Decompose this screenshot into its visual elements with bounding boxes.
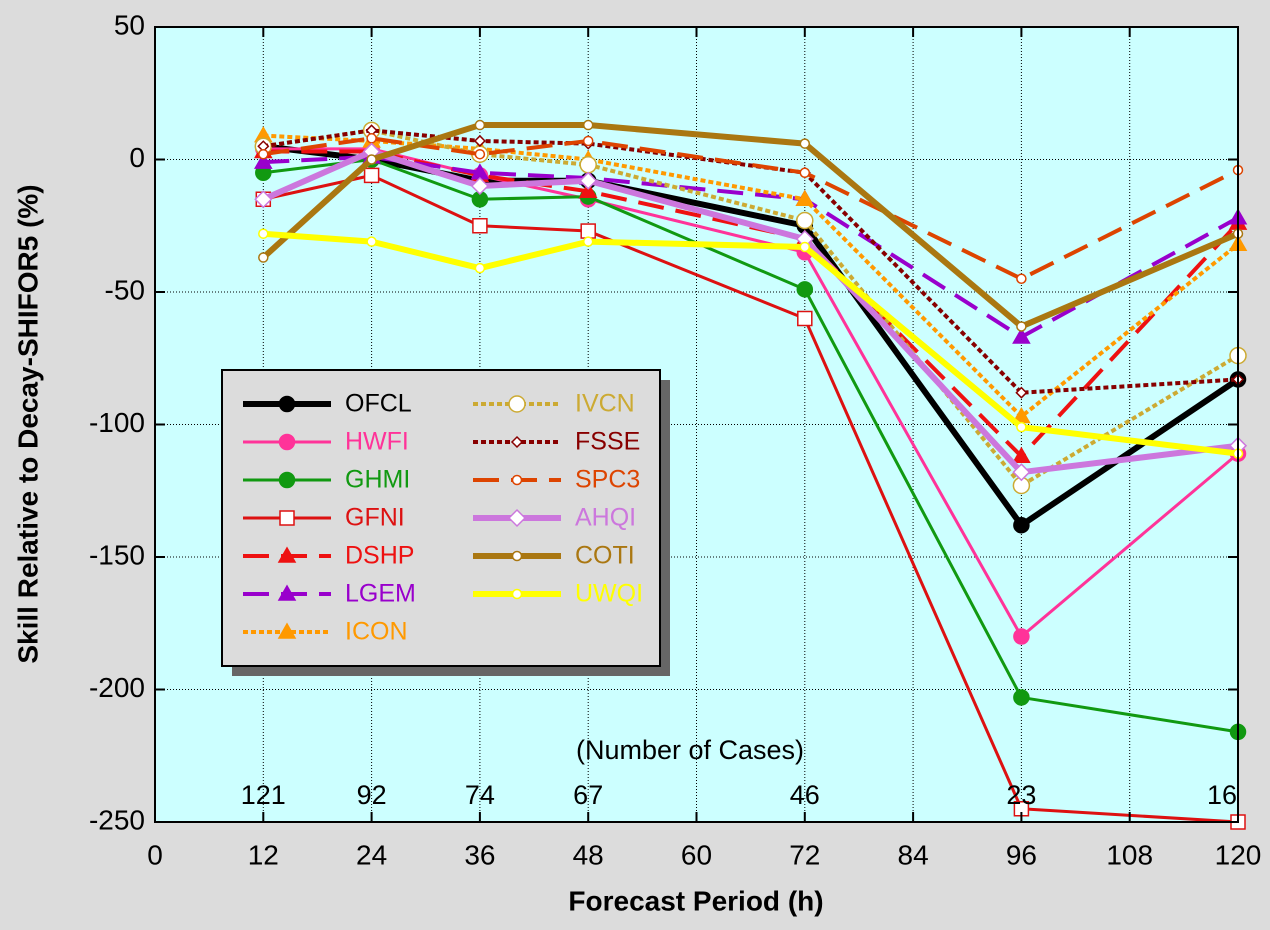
legend-marker <box>277 584 297 601</box>
data-point <box>470 176 489 196</box>
legend-marker <box>511 550 523 562</box>
data-point <box>1012 327 1031 344</box>
data-point <box>799 138 811 149</box>
data-point <box>1013 516 1030 534</box>
legend-marker <box>511 588 523 600</box>
data-point <box>1013 689 1030 706</box>
y-tick-label: -200 <box>89 672 145 703</box>
data-point <box>1015 386 1028 399</box>
data-point <box>796 281 814 298</box>
data-point <box>366 236 377 247</box>
legend-label: GHMI <box>345 466 410 494</box>
legend-label: UWQI <box>575 580 643 608</box>
legend-label: SPC3 <box>575 466 640 494</box>
legend-label: OFCL <box>345 390 412 418</box>
legend-label: FSSE <box>575 428 640 456</box>
case-notes: (Number of Cases) 121 92 74 67 46 23 16 <box>241 735 1237 810</box>
legend-label: AHQI <box>575 504 636 532</box>
data-point <box>580 223 596 239</box>
x-tick-label: 24 <box>356 839 387 870</box>
case-count: 67 <box>573 780 603 810</box>
x-tick-label: 108 <box>1106 839 1153 870</box>
data-point <box>254 190 273 209</box>
data-point <box>363 167 380 184</box>
legend-label: COTI <box>575 542 635 570</box>
x-tick-label: 120 <box>1215 839 1262 870</box>
data-point <box>796 211 814 230</box>
y-axis-title: Skill Relative to Decay-SHIFOR5 (%) <box>12 184 43 663</box>
x-tick-label: 48 <box>573 839 604 870</box>
data-point <box>366 133 377 144</box>
data-point <box>254 152 273 169</box>
data-point <box>795 189 815 206</box>
legend-label: LGEM <box>345 580 416 608</box>
data-point <box>366 154 377 165</box>
data-point <box>472 218 488 234</box>
x-tick-label: 96 <box>1006 839 1037 870</box>
legend-marker <box>278 395 296 413</box>
data-point <box>258 228 269 239</box>
data-point <box>578 181 598 199</box>
x-axis-title: Forecast Period (h) <box>568 885 823 916</box>
legend-marker <box>278 471 296 489</box>
y-tick-label: -50 <box>105 274 145 305</box>
legend-label: HWFI <box>345 428 409 456</box>
series-layer <box>254 119 1248 830</box>
legend-marker <box>279 510 295 526</box>
data-point <box>473 134 486 148</box>
data-point <box>1016 273 1027 284</box>
y-tick-label: 0 <box>129 142 145 173</box>
x-tick-label: 12 <box>248 839 279 870</box>
case-count: 121 <box>241 780 286 810</box>
data-point <box>582 236 594 247</box>
data-point <box>474 262 486 274</box>
legend-marker <box>278 433 296 451</box>
x-tick-label: 60 <box>681 839 712 870</box>
x-tick-label: 36 <box>464 839 495 870</box>
case-count: 46 <box>790 780 820 810</box>
data-point <box>799 241 811 253</box>
legend-marker <box>508 395 526 413</box>
case-count: 92 <box>357 780 387 810</box>
data-point <box>579 156 597 174</box>
legend-label: GFNI <box>345 504 405 532</box>
legend-marker <box>507 508 527 528</box>
legend-label: DSHP <box>345 542 414 570</box>
data-point <box>1016 321 1027 332</box>
data-point <box>1016 421 1027 433</box>
x-tick-label: 84 <box>898 839 929 870</box>
legend-marker <box>511 474 523 486</box>
data-point <box>474 119 486 131</box>
legend-marker <box>510 435 524 449</box>
y-tick-label: -150 <box>89 539 145 570</box>
y-tick-label: 50 <box>114 9 145 40</box>
legend-marker <box>277 622 297 639</box>
case-count: 16 <box>1207 780 1237 810</box>
data-point <box>474 148 486 160</box>
legend-label: ICON <box>345 618 408 646</box>
legend-box <box>221 369 661 667</box>
data-point <box>582 135 594 147</box>
legend: OFCL HWFI GHMI GFNI DSHP LGEM ICON IVCN FSSE SPC3… <box>221 369 670 676</box>
data-point <box>582 119 594 131</box>
y-tick-label: -100 <box>89 407 145 438</box>
case-count: 23 <box>1006 780 1036 810</box>
x-tick-label: 0 <box>147 839 163 870</box>
data-point <box>1012 446 1031 464</box>
data-point <box>799 167 811 178</box>
legend-label: IVCN <box>575 390 635 418</box>
data-point <box>797 310 813 327</box>
y-tick-label: -250 <box>89 804 145 835</box>
data-point <box>258 252 269 263</box>
data-point <box>1013 628 1030 645</box>
data-point <box>1012 463 1031 482</box>
data-point <box>579 171 598 190</box>
data-point <box>258 148 269 160</box>
cases-title: (Number of Cases) <box>576 735 804 765</box>
x-tick-label: 72 <box>789 839 820 870</box>
case-count: 74 <box>465 780 495 810</box>
legend-marker <box>277 546 297 563</box>
axes: -250 -200 -150 -100 -50 0 50 0 12 24 36 48 60 72 84 96 1… <box>89 9 1261 870</box>
